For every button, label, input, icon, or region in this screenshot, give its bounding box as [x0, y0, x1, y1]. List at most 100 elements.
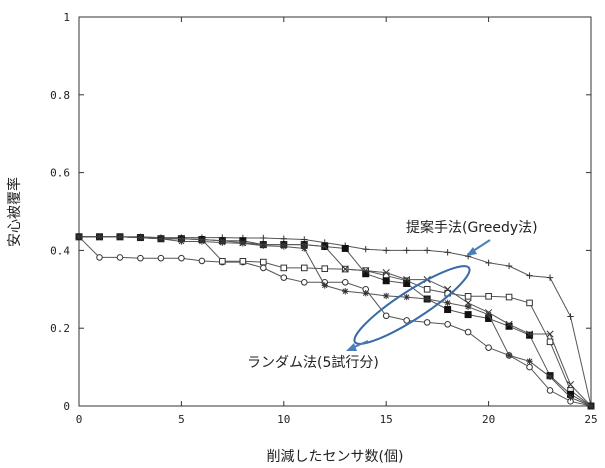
annotation-random-label: ランダム法(5試行分)	[247, 355, 379, 371]
data-point-star	[526, 358, 533, 365]
data-point-plus	[383, 247, 390, 254]
data-point-circle	[178, 254, 185, 262]
data-point-circle	[403, 317, 410, 324]
data-point-plus	[526, 272, 533, 279]
data-point-filled-square	[444, 306, 452, 314]
series-line	[79, 236, 592, 407]
series-line	[79, 236, 592, 407]
data-point-circle	[423, 319, 431, 326]
x-axis-label: 削減したセンサ数(個)	[267, 448, 404, 465]
data-point-x	[444, 285, 452, 293]
data-point-circle	[198, 257, 206, 265]
data-point-circle	[444, 321, 451, 328]
data-point-square	[239, 257, 247, 265]
data-point-x	[321, 242, 329, 251]
annotation-random-arrowhead	[346, 343, 357, 351]
data-point-square	[464, 293, 472, 300]
data-point-circle	[137, 254, 144, 262]
data-point-plus	[280, 235, 287, 242]
data-point-star	[137, 234, 144, 241]
data-point-plus	[362, 246, 369, 253]
data-point-circle	[157, 254, 165, 262]
series-filled-square	[75, 233, 595, 410]
data-point-circle	[382, 312, 390, 320]
annotation-layer: 提案手法(Greedy法) ランダム法(5試行分)	[247, 219, 538, 371]
data-point-circle	[116, 254, 124, 261]
data-point-star	[403, 293, 410, 301]
data-point-star	[342, 288, 349, 295]
x-tick-label: 10	[277, 413, 290, 426]
data-point-star	[301, 245, 308, 252]
data-point-square	[505, 293, 513, 301]
data-point-circle	[464, 328, 472, 336]
data-point-filled-square	[526, 331, 534, 339]
data-point-x	[566, 381, 575, 389]
data-point-square	[485, 293, 492, 300]
data-point-filled-square	[382, 277, 390, 285]
y-tick-label: 0.2	[50, 322, 70, 335]
data-point-star	[178, 238, 185, 245]
data-point-star	[383, 292, 390, 300]
data-point-star	[280, 243, 287, 250]
y-tick-label: 0.4	[50, 244, 70, 257]
data-point-star	[567, 394, 574, 401]
data-point-star	[75, 233, 83, 240]
data-point-star	[219, 239, 226, 246]
y-axis-label: 安心被覆率	[6, 177, 23, 247]
data-point-x	[546, 330, 554, 338]
data-point-x	[341, 265, 349, 273]
data-point-filled-square	[341, 244, 349, 252]
x-tick-label: 5	[178, 413, 185, 426]
data-point-plus	[546, 274, 554, 281]
series-line	[79, 236, 592, 407]
plot-border	[78, 16, 592, 407]
data-point-plus	[403, 247, 410, 254]
data-point-square	[280, 264, 288, 272]
x-tick-label: 25	[584, 413, 597, 426]
data-point-filled-square	[464, 311, 472, 319]
data-point-x	[403, 276, 411, 284]
annotation-greedy-label: 提案手法(Greedy法)	[406, 219, 538, 236]
data-point-x	[382, 269, 390, 277]
data-point-plus	[505, 262, 513, 270]
series-line	[78, 236, 592, 407]
data-point-star	[587, 402, 595, 410]
data-point-x	[526, 330, 534, 338]
data-point-plus	[260, 234, 267, 242]
data-point-square	[219, 257, 226, 265]
y-tick-label: 0	[63, 400, 70, 413]
data-point-circle	[280, 274, 288, 281]
data-point-circle	[96, 254, 103, 261]
data-point-circle	[341, 278, 349, 286]
data-point-square	[260, 258, 267, 266]
series-line	[79, 236, 592, 407]
data-point-star	[157, 235, 165, 242]
data-point-circle	[260, 264, 267, 272]
annotation-greedy-arrowhead	[466, 247, 477, 256]
annotation-random-ellipse	[353, 265, 471, 345]
data-point-x	[362, 267, 370, 275]
y-tick-label: 0.6	[50, 167, 70, 180]
data-point-star	[505, 352, 513, 359]
data-point-circle	[526, 363, 533, 371]
data-point-star	[239, 240, 247, 247]
data-point-square	[526, 299, 533, 307]
plot-frame	[78, 16, 592, 407]
data-point-star	[546, 373, 554, 381]
data-point-star	[321, 282, 328, 289]
data-point-plus	[444, 249, 451, 256]
series-square	[75, 233, 595, 410]
data-point-square	[300, 264, 308, 272]
data-point-square	[321, 265, 329, 272]
series-line	[79, 236, 592, 407]
data-point-star	[485, 311, 492, 318]
data-point-plus	[423, 247, 431, 254]
data-point-star	[116, 233, 124, 240]
data-point-star	[464, 303, 472, 311]
series-plus	[75, 233, 595, 410]
data-point-star	[96, 233, 103, 240]
data-point-circle	[485, 344, 492, 351]
series-star	[75, 233, 595, 410]
data-point-plus	[485, 259, 492, 267]
